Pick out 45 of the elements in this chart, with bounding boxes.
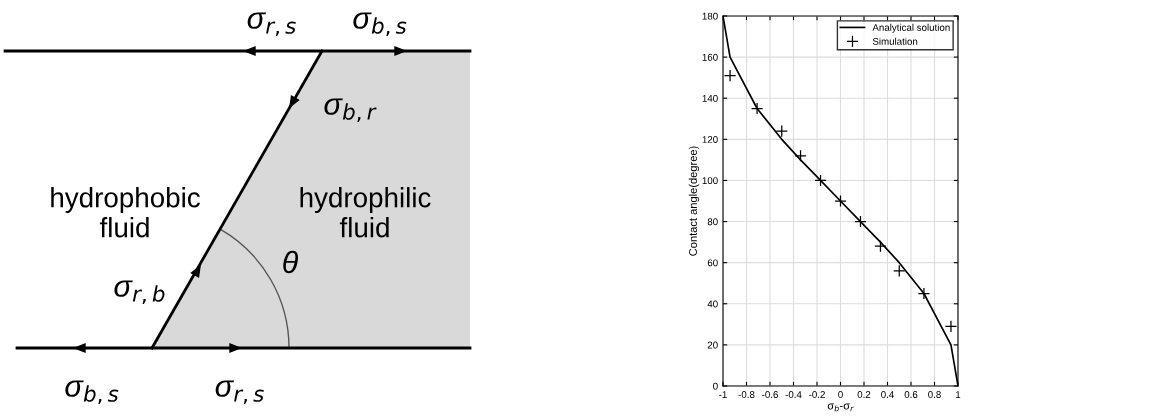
- y-axis-title: Contact angle(degree): [688, 146, 700, 256]
- x-tick-label: -0.8: [738, 391, 755, 398]
- y-tick-label: 0: [713, 382, 718, 390]
- x-tick-label: 0.6: [904, 391, 918, 398]
- text: σ$_{b,s}$: [353, 12, 407, 37]
- x-tick-label: -1: [719, 391, 727, 398]
- text: hydrophobic fluid: [51, 187, 200, 238]
- x-tick-label: 1: [956, 391, 961, 398]
- x-tick-label: -0.2: [809, 391, 825, 398]
- text: σ$_{r,b}$: [114, 280, 165, 305]
- point: [944, 320, 958, 333]
- y-tick-label: 180: [702, 12, 718, 20]
- y-tick-label: 140: [702, 94, 718, 102]
- text: σ$_{b,r}$: [324, 98, 377, 123]
- point: [794, 149, 807, 162]
- x-tick-label: 0: [838, 391, 843, 398]
- text: hydrophilic fluid: [300, 187, 431, 238]
- x-axis-title: σ$_{b}$-σ$_{r}$: [827, 403, 854, 412]
- x-tick-label: 0.4: [881, 391, 894, 398]
- y-tick-label: 20: [707, 341, 718, 349]
- text: σ$_{r,s}$: [215, 380, 264, 405]
- point: [893, 264, 906, 278]
- y-tick-label: 40: [707, 300, 718, 308]
- text: σ$_{b,s}$: [65, 380, 119, 405]
- x-tick-label: 0.2: [857, 391, 871, 398]
- text: θ: [283, 250, 299, 274]
- y-tick-label: 80: [707, 218, 718, 226]
- point: [834, 194, 847, 208]
- y-tick-label: 100: [702, 177, 718, 185]
- legend-label: Simulation: [872, 37, 918, 45]
- point: [854, 215, 867, 228]
- point: [917, 287, 931, 300]
- point: [723, 69, 737, 82]
- point: [750, 102, 764, 115]
- x-tick-label: -0.6: [762, 391, 778, 398]
- point: [814, 174, 827, 187]
- point: [874, 240, 887, 253]
- y-tick-label: 120: [702, 136, 718, 143]
- y-tick-label: 160: [702, 53, 718, 61]
- x-tick-label: -0.4: [785, 391, 802, 398]
- x-tick-label: 0.8: [928, 391, 941, 398]
- legend-label: Analytical solution: [872, 23, 950, 33]
- y-tick-label: 60: [707, 259, 718, 267]
- text: σ$_{r,s}$: [247, 12, 296, 37]
- point: [775, 124, 788, 138]
